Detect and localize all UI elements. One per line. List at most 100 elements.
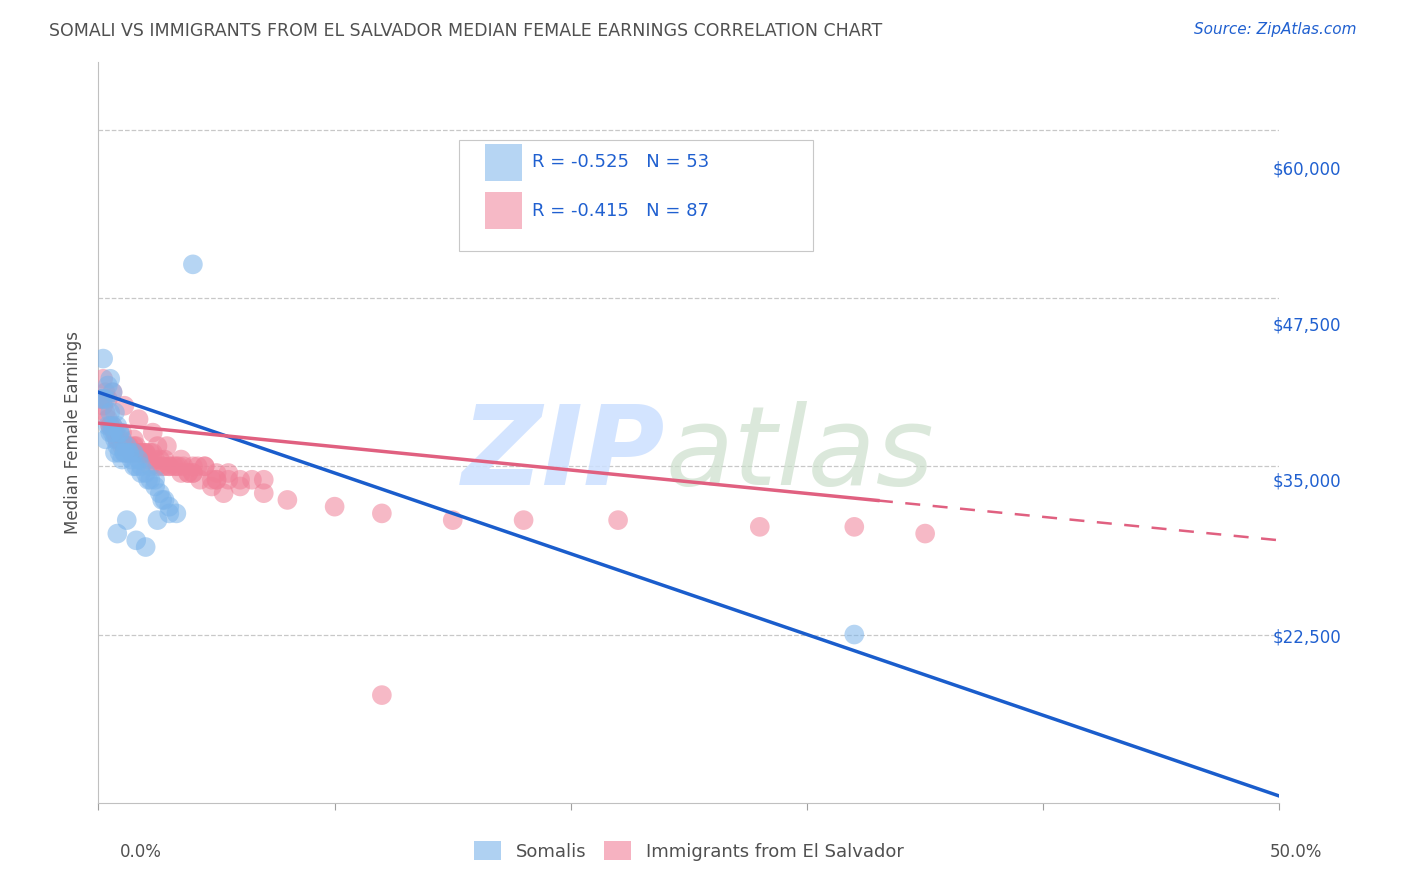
Point — [153, 452, 176, 467]
Point — [101, 425, 124, 440]
Point — [172, 459, 194, 474]
Point — [101, 385, 124, 400]
Point — [118, 446, 141, 460]
Point — [149, 452, 172, 467]
Point — [112, 399, 135, 413]
Point — [177, 466, 200, 480]
Point — [98, 405, 121, 419]
Point — [194, 459, 217, 474]
Point — [229, 473, 252, 487]
Text: R = -0.415   N = 87: R = -0.415 N = 87 — [531, 202, 709, 219]
Point — [112, 446, 135, 460]
Point — [129, 459, 152, 474]
Point — [94, 392, 117, 406]
Point — [121, 452, 143, 467]
Text: atlas: atlas — [665, 401, 934, 508]
Point — [128, 412, 150, 426]
Point — [118, 439, 141, 453]
Point — [115, 439, 138, 453]
Point — [135, 466, 157, 480]
Point — [157, 459, 180, 474]
Point — [156, 439, 179, 453]
Point — [90, 392, 112, 406]
Point — [146, 513, 169, 527]
Point — [115, 439, 138, 453]
Point — [201, 473, 224, 487]
Point — [153, 459, 176, 474]
Point — [112, 446, 135, 460]
Point — [101, 385, 124, 400]
Point — [149, 486, 172, 500]
Point — [132, 446, 155, 460]
Point — [371, 688, 394, 702]
Point — [914, 526, 936, 541]
Point — [98, 418, 121, 433]
Point — [229, 479, 252, 493]
Point — [143, 473, 166, 487]
Point — [146, 439, 169, 453]
Point — [181, 466, 204, 480]
Point — [104, 433, 127, 447]
Point — [111, 433, 134, 447]
Text: $47,500: $47,500 — [1272, 317, 1341, 334]
Text: $60,000: $60,000 — [1272, 161, 1341, 178]
Point — [125, 533, 148, 548]
Point — [104, 446, 127, 460]
Point — [98, 372, 121, 386]
Point — [104, 405, 127, 419]
Point — [122, 446, 145, 460]
Point — [94, 385, 117, 400]
Point — [101, 418, 124, 433]
Point — [165, 459, 187, 474]
Point — [101, 418, 124, 433]
Point — [97, 378, 120, 392]
Point — [118, 446, 141, 460]
Point — [90, 392, 112, 406]
Point — [217, 466, 239, 480]
Point — [91, 399, 114, 413]
Point — [115, 513, 138, 527]
Point — [165, 507, 187, 521]
Point — [122, 433, 145, 447]
Point — [153, 492, 176, 507]
Point — [128, 452, 150, 467]
Point — [170, 452, 193, 467]
Point — [142, 446, 165, 460]
Point — [240, 473, 263, 487]
Point — [135, 446, 157, 460]
Point — [115, 446, 138, 460]
Point — [125, 446, 148, 460]
Point — [844, 627, 866, 641]
Point — [177, 466, 200, 480]
Point — [97, 418, 120, 433]
Point — [323, 500, 346, 514]
Point — [371, 507, 394, 521]
Point — [108, 425, 131, 440]
Point — [143, 452, 166, 467]
Point — [122, 459, 145, 474]
Point — [108, 425, 131, 440]
Y-axis label: Median Female Earnings: Median Female Earnings — [65, 331, 83, 534]
Point — [139, 446, 162, 460]
Point — [105, 433, 128, 447]
Point — [157, 500, 180, 514]
Point — [112, 439, 135, 453]
Point — [91, 392, 114, 406]
Point — [212, 486, 235, 500]
Point — [217, 473, 239, 487]
Point — [607, 513, 630, 527]
Bar — [485, 144, 523, 181]
Point — [135, 540, 157, 554]
Point — [844, 520, 866, 534]
Legend: Somalis, Immigrants from El Salvador: Somalis, Immigrants from El Salvador — [467, 834, 911, 868]
Point — [194, 459, 217, 474]
Point — [98, 418, 121, 433]
Point — [181, 459, 204, 474]
Point — [94, 405, 117, 419]
Point — [129, 466, 152, 480]
Point — [181, 466, 204, 480]
Text: $22,500: $22,500 — [1272, 629, 1341, 647]
Point — [105, 439, 128, 453]
Point — [105, 418, 128, 433]
Point — [142, 425, 165, 440]
